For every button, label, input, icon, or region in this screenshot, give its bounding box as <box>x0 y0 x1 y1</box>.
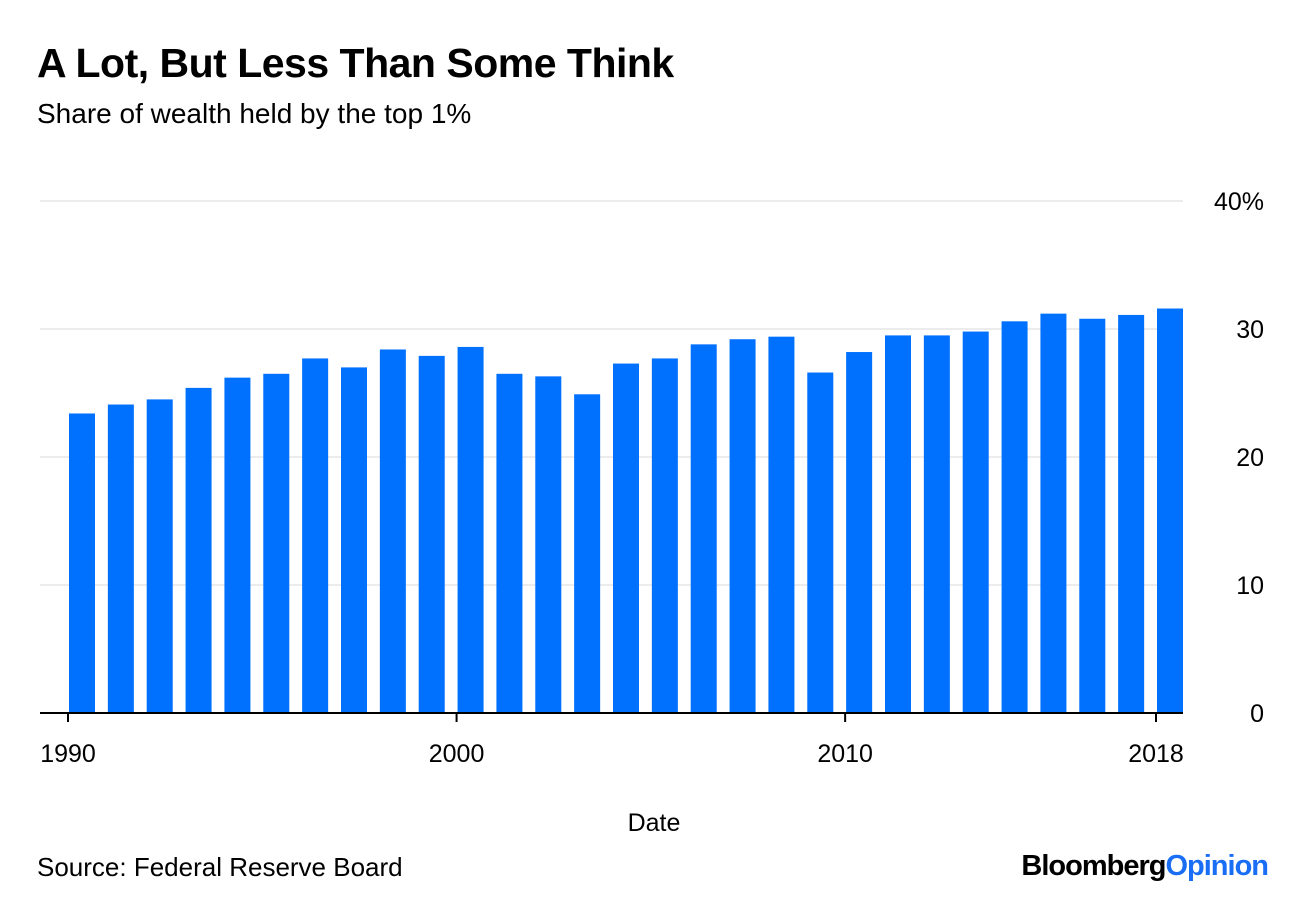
y-tick-label: 40% <box>1214 188 1264 216</box>
bar-2007 <box>729 339 756 713</box>
bar-2016 <box>1079 318 1106 713</box>
bar-2004 <box>613 363 639 713</box>
y-tick-label: 30 <box>1236 316 1264 344</box>
bar-1990 <box>69 413 95 713</box>
bloomberg-opinion-logo: BloombergOpinion <box>1021 850 1269 883</box>
bar-2000 <box>457 346 484 713</box>
bar-1995 <box>263 373 290 713</box>
x-tick-label: 2000 <box>429 740 485 768</box>
bar-2012 <box>923 335 950 713</box>
x-axis-label: Date <box>628 809 681 837</box>
bar-2018 <box>1157 308 1183 713</box>
bar-2015 <box>1040 313 1067 713</box>
bar-2014 <box>1001 321 1028 713</box>
bar-1992 <box>146 399 173 713</box>
bar-2013 <box>962 331 989 713</box>
x-tick-label: 2010 <box>817 740 873 768</box>
bar-2009 <box>807 372 834 713</box>
bar-1999 <box>418 355 445 713</box>
bar-2011 <box>885 335 911 713</box>
source-note: Source: Federal Reserve Board <box>37 852 403 882</box>
bar-2017 <box>1118 314 1145 713</box>
x-tick-label: 1990 <box>40 740 96 768</box>
logo-part-2: Opinion <box>1165 850 1269 882</box>
bar-1996 <box>302 358 329 713</box>
y-tick-label: 0 <box>1250 700 1264 728</box>
bar-2003 <box>574 394 601 713</box>
logo-part-1: Bloomberg <box>1021 850 1166 882</box>
bar-1997 <box>341 367 367 713</box>
chart-title: A Lot, But Less Than Some Think <box>37 40 674 86</box>
bar-2002 <box>535 376 562 713</box>
bar-1998 <box>379 349 406 713</box>
bar-1993 <box>185 387 212 713</box>
bar-1994 <box>224 377 251 713</box>
y-tick-label: 20 <box>1236 444 1264 472</box>
bar-2005 <box>651 358 678 713</box>
bar-2010 <box>846 352 873 713</box>
y-tick-label: 10 <box>1236 572 1264 600</box>
bar-2001 <box>496 373 523 713</box>
chart-subtitle: Share of wealth held by the top 1% <box>37 98 472 129</box>
bar-2008 <box>768 336 795 713</box>
x-tick-label: 2018 <box>1128 740 1184 768</box>
bar-2006 <box>690 344 717 713</box>
bar-1991 <box>107 404 134 713</box>
